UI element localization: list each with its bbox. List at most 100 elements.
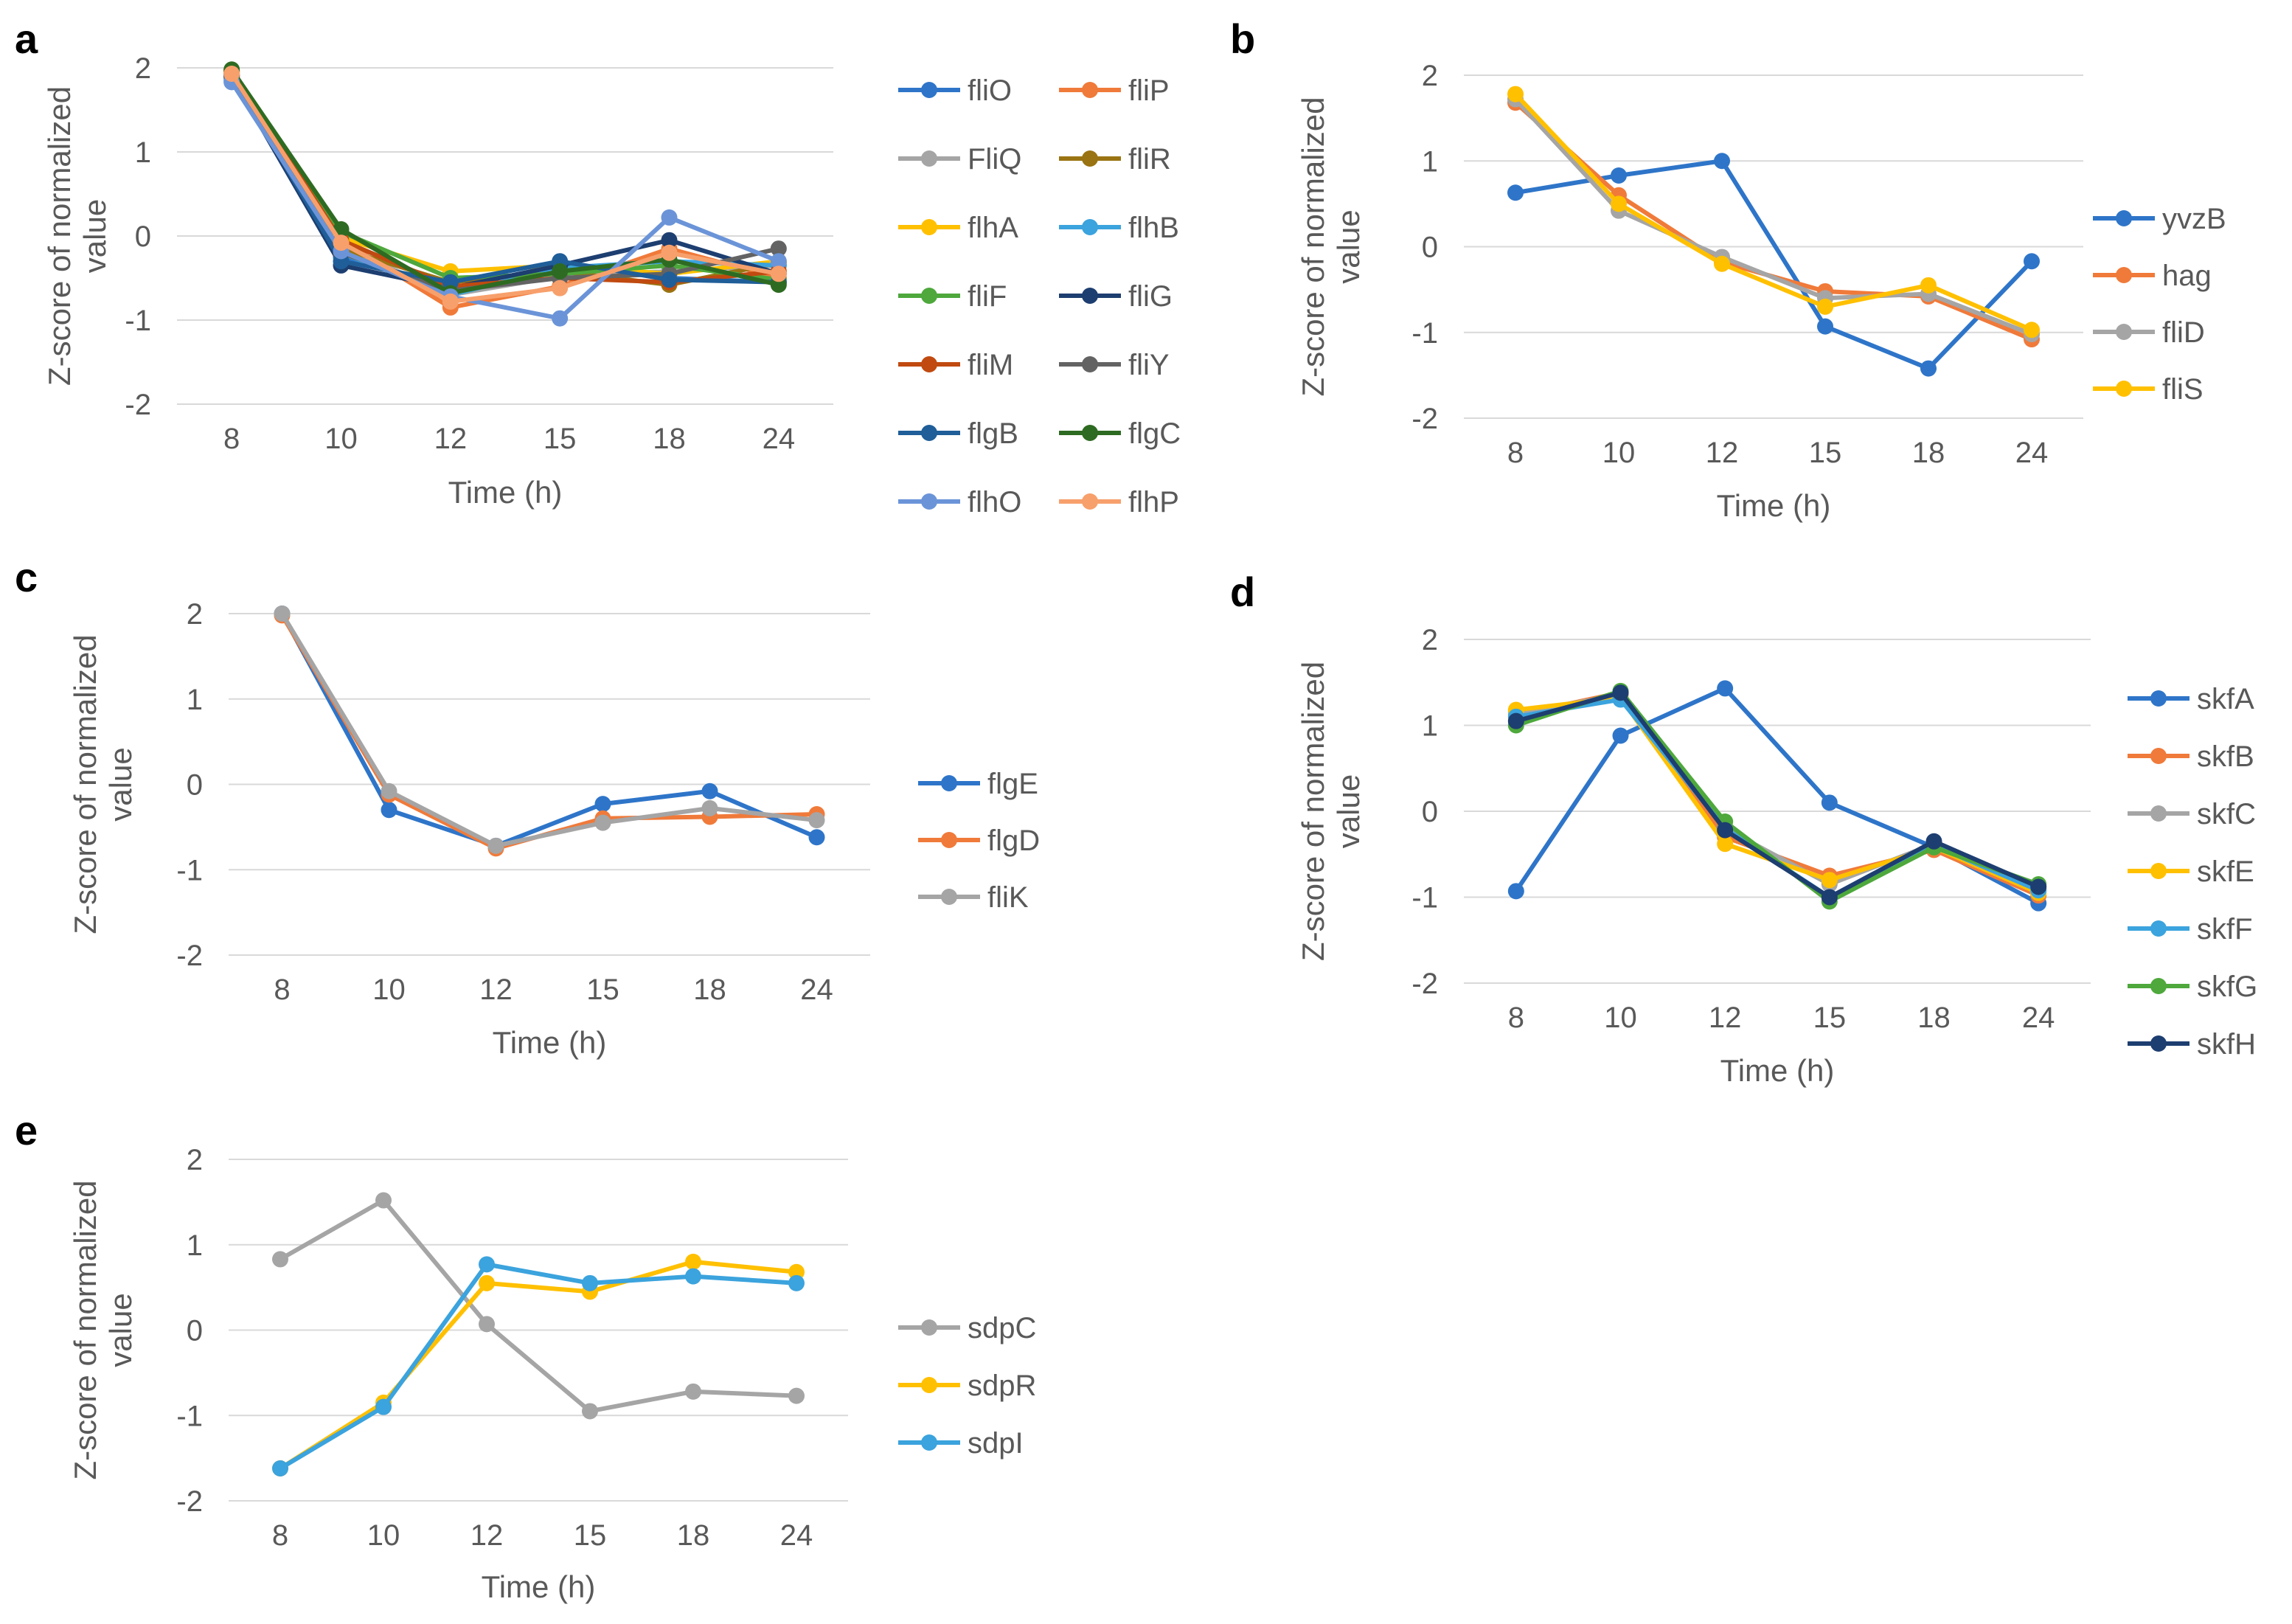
data-point	[552, 263, 569, 280]
legend-label: sdpR	[968, 1370, 1036, 1402]
legend-swatch-marker	[1082, 356, 1098, 372]
y-tick-label: 2	[187, 598, 203, 631]
y-tick-label: -2	[176, 940, 203, 972]
data-point	[1507, 712, 1524, 729]
legend-label: sdpC	[968, 1312, 1036, 1344]
data-point	[1507, 883, 1524, 900]
legend-swatch-marker	[921, 425, 937, 441]
data-point	[1714, 153, 1730, 170]
legend-swatch-marker	[2116, 381, 2132, 397]
data-point	[1714, 255, 1730, 272]
data-point	[661, 271, 678, 288]
y-tick-label: 0	[1422, 232, 1438, 264]
y-tick-label: 0	[187, 1315, 203, 1347]
y-tick-label: 0	[1422, 796, 1438, 828]
data-point	[582, 1403, 598, 1420]
data-point	[1821, 794, 1838, 811]
data-point	[552, 310, 569, 327]
series-line	[229, 80, 779, 321]
legend-item: flgD	[918, 825, 1040, 857]
y-tick-label: -2	[1411, 403, 1438, 435]
x-tick-label: 12	[1706, 437, 1739, 469]
y-axis-title-line2: value	[77, 199, 112, 273]
data-point	[487, 837, 504, 854]
data-point	[1920, 277, 1937, 294]
legend-label: skfF	[2197, 913, 2253, 945]
data-point	[1817, 318, 1833, 335]
data-point	[770, 266, 787, 282]
x-tick-label: 18	[1912, 437, 1945, 469]
x-axis-title: Time (h)	[493, 1025, 607, 1060]
data-point	[552, 280, 569, 296]
legend-swatch-marker	[2116, 324, 2132, 340]
x-tick-label: 12	[1709, 1002, 1742, 1034]
legend-item: sdpR	[898, 1370, 1036, 1402]
legend-label: fliK	[987, 881, 1029, 914]
y-axis-title: Z-score of normalized	[42, 86, 77, 386]
x-tick-label: 8	[1507, 437, 1524, 469]
data-point	[1925, 833, 1942, 850]
data-point	[788, 1274, 805, 1291]
data-point	[2024, 253, 2040, 270]
data-point	[375, 1192, 392, 1209]
series-line	[279, 1198, 797, 1414]
y-tick-label: 1	[135, 136, 151, 169]
panel-letter-e: e	[15, 1107, 38, 1153]
data-point	[442, 293, 459, 310]
legend-item: flgB	[898, 417, 1018, 450]
y-axis-title: Z-score of normalized	[1296, 662, 1330, 961]
x-tick-label: 8	[1508, 1002, 1524, 1034]
series-line	[1514, 686, 2040, 906]
legend-label: fliG	[1128, 280, 1173, 313]
series-line	[279, 1262, 797, 1471]
data-point	[661, 244, 678, 261]
y-tick-label: 2	[187, 1144, 203, 1176]
legend-swatch-marker	[2116, 267, 2132, 283]
legend-label: skfC	[2197, 798, 2256, 830]
x-tick-label: 8	[272, 1519, 288, 1552]
data-point	[1611, 195, 1627, 212]
legend-label: flhA	[968, 212, 1018, 244]
legend-item: fliM	[898, 349, 1013, 381]
legend-label: FliQ	[968, 143, 1021, 176]
x-tick-label: 8	[274, 974, 290, 1006]
legend-item: skfH	[2128, 1028, 2256, 1061]
y-tick-label: 1	[1422, 145, 1438, 178]
legend-swatch-marker	[921, 1319, 937, 1336]
legend-label: fliM	[968, 349, 1013, 381]
series-line	[229, 71, 779, 277]
y-tick-label: -2	[1411, 968, 1438, 1000]
data-point	[2024, 322, 2040, 339]
x-tick-label: 10	[372, 974, 406, 1006]
legend-label: fliD	[2162, 316, 2205, 349]
data-point	[479, 1316, 495, 1333]
panel-letter-c: c	[15, 554, 38, 600]
data-point	[1611, 167, 1627, 184]
y-tick-label: 1	[187, 684, 203, 716]
series-line	[229, 68, 779, 296]
series-line	[1513, 97, 2033, 336]
legend-label: fliO	[968, 74, 1012, 107]
x-tick-label: 10	[1602, 437, 1636, 469]
legend-label: skfB	[2197, 740, 2254, 773]
x-tick-label: 24	[780, 1519, 813, 1552]
legend-swatch-marker	[1082, 219, 1098, 235]
data-point	[770, 253, 787, 270]
legend-swatch-marker	[2150, 863, 2167, 879]
x-tick-label: 15	[574, 1519, 607, 1552]
legend-swatch-marker	[2116, 210, 2132, 226]
y-axis-title-line2: value	[103, 747, 138, 821]
data-point	[594, 796, 611, 813]
y-axis-title-line2: value	[1331, 774, 1366, 848]
data-point	[479, 1256, 495, 1273]
data-point	[1507, 86, 1524, 103]
data-point	[272, 1251, 288, 1268]
series-line	[1515, 697, 2040, 900]
legend-item: fliP	[1059, 74, 1170, 107]
y-tick-label: 2	[1422, 60, 1438, 92]
x-tick-label: 24	[2022, 1002, 2055, 1034]
data-point	[1821, 889, 1838, 906]
legend-swatch-marker	[921, 1434, 937, 1451]
y-axis-title-line2: value	[103, 1293, 138, 1367]
